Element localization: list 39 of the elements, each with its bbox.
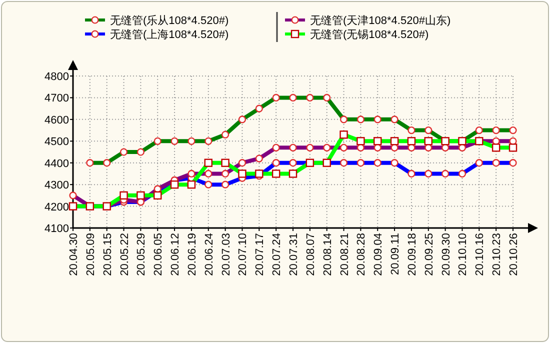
y-tick-label: 4200 [44, 201, 69, 214]
x-tick-label: 20.09.25 [423, 233, 436, 276]
x-tick-label: 20.08.14 [322, 233, 334, 276]
x-tick-label: 20.07.24 [271, 233, 284, 276]
x-tick-label: 20.08.21 [338, 233, 351, 276]
x-tick-label: 20.06.12 [170, 233, 182, 276]
x-tick-label: 20.09.11 [390, 233, 402, 276]
x-tick-label: 20.06.24 [203, 233, 216, 276]
x-tick-label: 20.04.30 [68, 233, 80, 276]
y-tick-label: 4300 [44, 180, 69, 192]
y-tick-label: 4700 [44, 92, 69, 105]
x-tick-label: 20.10.26 [508, 233, 520, 276]
x-tick-label: 20.10.16 [474, 233, 486, 276]
x-tick-label: 20.05.22 [118, 233, 131, 276]
x-tick-label: 20.07.03 [220, 233, 232, 276]
y-tick-label: 4500 [44, 136, 69, 148]
x-tick-label: 20.06.19 [186, 233, 198, 276]
legend-label: 无缝管(无锡108*4.520#) [310, 29, 429, 41]
x-tick-label: 20.09.18 [406, 233, 418, 276]
y-tick-label: 4800 [44, 71, 69, 83]
y-tick-label: 4100 [44, 223, 69, 235]
x-tick-label: 20.08.07 [304, 233, 317, 276]
x-tick-label: 20.08.28 [356, 233, 368, 276]
x-tick-label: 20.06.05 [152, 233, 165, 276]
x-tick-label: 20.05.15 [102, 233, 114, 276]
x-tick-label: 20.10.10 [457, 233, 470, 276]
x-tick-label: 20.05.29 [136, 233, 148, 276]
legend-label: 无缝管(天津108*4.520#山东) [310, 14, 451, 27]
legend-label: 无缝管(乐从108*4.520#) [110, 14, 229, 27]
x-tick-label: 20.07.10 [237, 233, 250, 276]
y-tick-label: 4600 [44, 114, 69, 126]
y-tick-label: 4400 [44, 158, 69, 170]
x-tick-label: 20.09.30 [440, 233, 452, 276]
x-tick-label: 20.09.04 [372, 233, 385, 276]
legend-label: 无缝管(上海108*4.520#) [110, 28, 229, 41]
x-tick-label: 20.10.23 [491, 233, 504, 276]
x-tick-label: 20.05.09 [84, 233, 97, 276]
x-tick-label: 20.07.31 [288, 233, 300, 276]
x-tick-label: 20.07.17 [254, 233, 266, 276]
